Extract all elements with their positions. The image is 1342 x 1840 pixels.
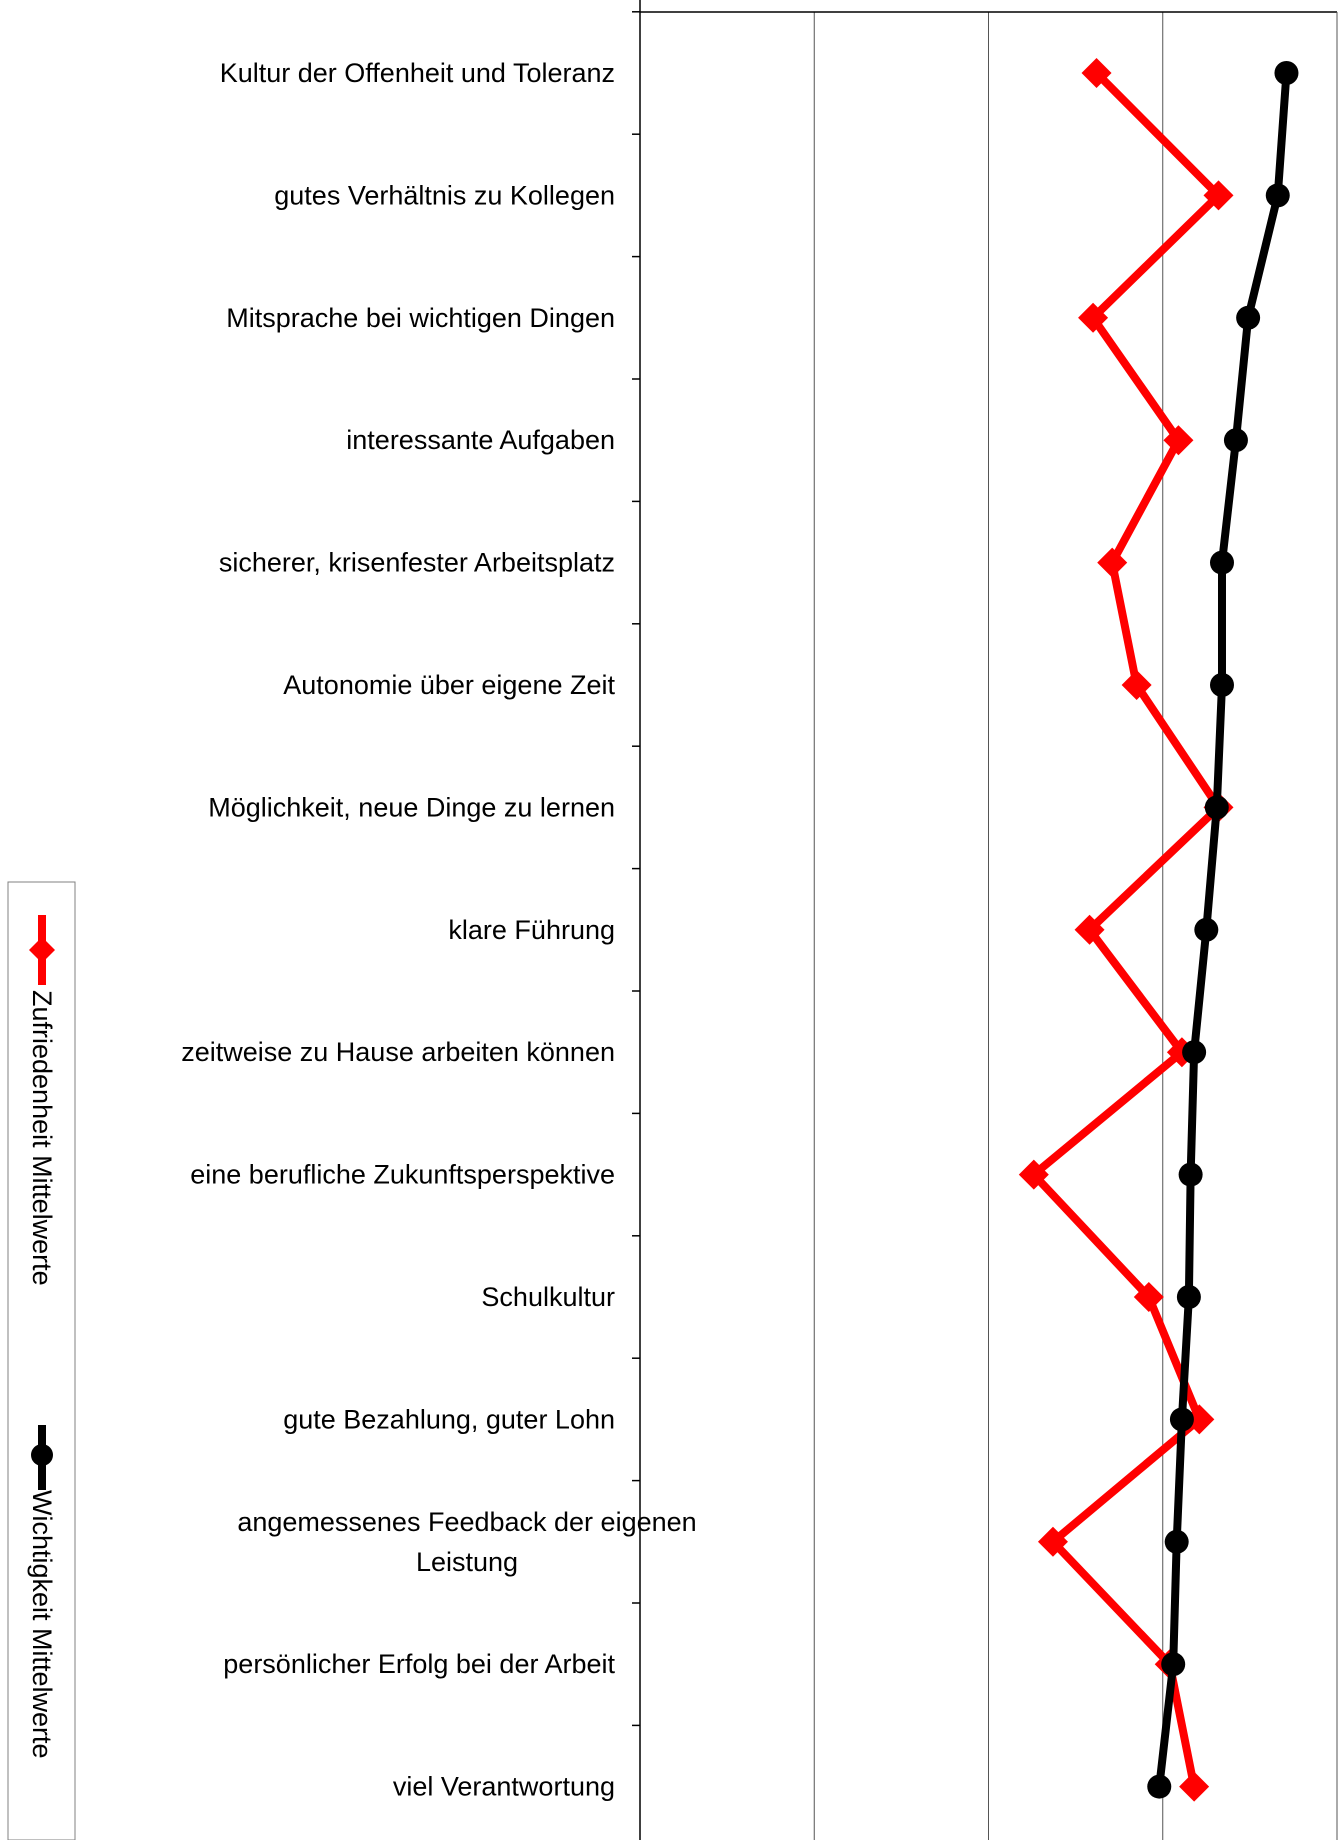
grid-lines <box>640 11 1338 1840</box>
category-label: persönlicher Erfolg bei der Arbeit <box>223 1649 615 1679</box>
data-point-circle <box>1182 1040 1207 1065</box>
legend-label: Zufriedenheit Mittelwerte <box>27 990 57 1286</box>
category-label: gutes Verhältnis zu Kollegen <box>274 180 615 210</box>
series-group <box>1018 58 1299 1802</box>
category-label: Schulkultur <box>481 1282 615 1312</box>
data-point-diamond <box>1097 547 1128 578</box>
category-label: viel Verantwortung <box>393 1772 615 1802</box>
category-label: zeitweise zu Hause arbeiten können <box>181 1037 615 1067</box>
data-point-circle <box>1236 305 1261 330</box>
data-point-circle <box>1209 673 1234 697</box>
data-point-circle <box>1223 428 1248 453</box>
data-point-diamond <box>1081 58 1112 88</box>
data-point-circle <box>1194 917 1219 942</box>
data-point-circle <box>1147 1774 1172 1799</box>
series-line-1 <box>1029 70 1223 1788</box>
category-axis <box>632 0 641 1840</box>
legend-item-1: Zufriedenheit Mittelwerte <box>27 915 57 1286</box>
legend-marker-circle <box>31 1444 53 1466</box>
category-label: Mitsprache bei wichtigen Dingen <box>226 303 615 333</box>
data-point-diamond <box>1133 1282 1164 1312</box>
category-label: Autonomie über eigene Zeit <box>283 670 615 700</box>
data-point-circle <box>1161 1652 1186 1677</box>
data-point-diamond <box>1074 914 1105 945</box>
legend-label: Wichtigkeit Mittelwerte <box>27 1490 57 1759</box>
data-point-diamond <box>1203 180 1234 211</box>
category-labels: Kultur der Offenheit und Toleranz gutes V… <box>181 58 696 1802</box>
data-point-circle <box>1265 183 1290 208</box>
data-point-circle <box>1274 61 1299 85</box>
category-label: Möglichkeit, neue Dinge zu lernen <box>208 792 615 822</box>
data-point-circle <box>1169 1407 1194 1432</box>
category-label: gute Bezahlung, guter Lohn <box>283 1404 615 1434</box>
data-point-diamond <box>1078 302 1109 333</box>
data-point-circle <box>1178 1162 1203 1187</box>
category-label: klare Führung <box>448 915 615 945</box>
data-point-circle <box>1204 795 1229 820</box>
data-point-diamond <box>1179 1771 1210 1802</box>
category-label: eine berufliche Zukunftsperspektive <box>190 1160 615 1190</box>
legend-marker-diamond <box>29 937 55 963</box>
data-point-diamond <box>1184 1404 1215 1435</box>
category-label: Kultur der Offenheit und Toleranz <box>220 58 615 88</box>
series-2 <box>1147 61 1299 1799</box>
data-point-circle <box>1209 550 1234 575</box>
data-point-diamond <box>1163 425 1194 456</box>
category-label: angemessenes Feedback der eigenen Leistun… <box>237 1507 696 1577</box>
legend-item-2: Wichtigkeit Mittelwerte <box>27 1425 57 1759</box>
legend-box <box>7 881 76 1840</box>
legend: Zufriedenheit Mittelwerte Wichtigkeit Mit… <box>7 881 76 1840</box>
data-point-circle <box>1176 1285 1201 1309</box>
data-point-diamond <box>1018 1159 1049 1190</box>
series-1 <box>1018 58 1234 1802</box>
series-line-2 <box>1155 72 1291 1788</box>
category-label: sicherer, krisenfester Arbeitsplatz <box>219 548 615 578</box>
data-point-diamond <box>1121 670 1152 700</box>
data-point-circle <box>1164 1529 1189 1554</box>
data-point-diamond <box>1037 1526 1068 1557</box>
category-label: interessante Aufgaben <box>346 425 615 455</box>
